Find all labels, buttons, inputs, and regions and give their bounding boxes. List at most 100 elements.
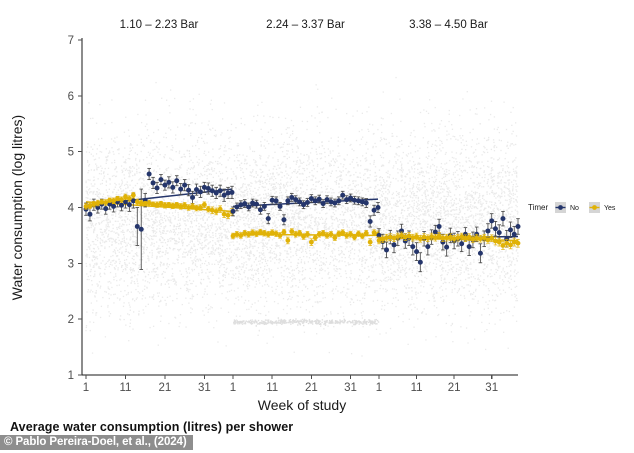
raw-observation-point — [312, 175, 315, 177]
raw-observation-point — [230, 241, 232, 243]
raw-observation-point — [207, 227, 209, 230]
raw-observation-point — [144, 297, 147, 299]
raw-observation-point — [221, 263, 223, 265]
raw-observation-point — [364, 261, 367, 264]
raw-observation-point — [301, 184, 304, 186]
raw-observation-point — [116, 232, 118, 234]
raw-observation-point — [125, 245, 127, 248]
raw-observation-point — [314, 217, 316, 220]
raw-observation-point — [127, 186, 129, 188]
raw-observation-point — [286, 256, 288, 258]
raw-observation-point — [141, 290, 144, 292]
raw-observation-point — [158, 213, 161, 215]
raw-observation-point — [140, 150, 142, 153]
raw-observation-point — [94, 158, 97, 160]
raw-observation-point — [93, 275, 95, 278]
raw-observation-point — [364, 216, 367, 218]
raw-observation-point — [295, 172, 298, 174]
raw-observation-point — [285, 225, 287, 228]
raw-observation-point — [302, 173, 304, 175]
raw-observation-point — [293, 277, 295, 280]
raw-observation-point — [335, 233, 337, 235]
raw-observation-point — [119, 319, 122, 321]
raw-observation-point — [322, 292, 324, 294]
raw-observation-point — [211, 307, 213, 309]
raw-observation-point — [139, 196, 141, 198]
raw-observation-point — [343, 159, 346, 161]
raw-observation-point — [132, 225, 134, 227]
raw-observation-point — [374, 226, 376, 228]
raw-observation-point — [197, 240, 199, 242]
raw-observation-point — [281, 207, 283, 209]
raw-observation-point — [222, 202, 224, 204]
raw-observation-point — [286, 209, 289, 211]
raw-observation-point — [286, 205, 288, 207]
raw-observation-point — [205, 198, 207, 200]
raw-observation-point — [171, 237, 173, 240]
raw-observation-point — [224, 203, 227, 205]
raw-observation-point — [309, 162, 311, 164]
raw-observation-point — [340, 171, 343, 173]
raw-observation-point — [308, 225, 311, 227]
raw-observation-point — [117, 267, 119, 269]
raw-observation-point — [170, 158, 172, 160]
raw-observation-point — [198, 222, 200, 225]
raw-observation-point — [185, 268, 187, 270]
raw-observation-point — [206, 190, 208, 192]
raw-observation-point — [351, 223, 353, 225]
raw-observation-point — [337, 290, 339, 292]
raw-observation-point — [233, 303, 236, 305]
raw-observation-point — [124, 216, 126, 218]
raw-observation-point — [126, 230, 128, 232]
raw-observation-point — [123, 237, 125, 240]
raw-observation-point — [217, 175, 220, 177]
raw-observation-point — [104, 247, 106, 250]
raw-observation-point — [329, 244, 331, 246]
raw-observation-point — [330, 172, 332, 174]
raw-observation-point — [200, 133, 202, 136]
raw-observation-point — [294, 241, 296, 243]
raw-observation-point — [323, 239, 326, 241]
raw-observation-point — [244, 160, 246, 162]
raw-observation-point — [248, 188, 251, 190]
raw-observation-point — [204, 222, 206, 225]
raw-observation-point — [248, 239, 251, 241]
raw-observation-point — [167, 258, 169, 260]
raw-observation-point — [313, 197, 316, 199]
raw-observation-point — [289, 184, 291, 187]
raw-observation-point — [291, 183, 293, 186]
raw-observation-point — [280, 238, 282, 240]
raw-observation-point — [200, 172, 202, 175]
raw-observation-point — [331, 241, 334, 243]
raw-observation-point — [115, 260, 117, 262]
raw-observation-point — [97, 217, 100, 219]
raw-observation-point — [229, 136, 231, 138]
raw-observation-point — [196, 212, 198, 214]
raw-observation-point — [273, 187, 275, 189]
raw-observation-point — [203, 240, 206, 242]
raw-observation-point — [105, 262, 107, 264]
raw-observation-point — [275, 245, 278, 248]
raw-observation-point — [215, 320, 218, 322]
raw-observation-point — [188, 179, 190, 181]
raw-observation-point — [273, 165, 275, 168]
raw-observation-point — [85, 253, 88, 255]
raw-observation-point — [238, 216, 241, 218]
raw-observation-point — [222, 222, 224, 224]
raw-observation-point — [168, 263, 171, 266]
raw-observation-point — [118, 284, 120, 286]
raw-observation-point — [332, 227, 334, 229]
raw-observation-point — [136, 278, 138, 280]
raw-observation-point — [133, 210, 135, 213]
raw-observation-point — [91, 260, 94, 262]
raw-observation-point — [122, 230, 124, 232]
raw-observation-point — [208, 321, 210, 323]
raw-observation-point — [202, 233, 204, 235]
raw-observation-point — [174, 242, 176, 245]
raw-observation-point — [342, 253, 345, 255]
raw-observation-point — [375, 328, 378, 330]
raw-observation-point — [308, 226, 311, 228]
raw-observation-point — [258, 223, 260, 225]
raw-observation-point — [370, 228, 373, 231]
raw-observation-point — [219, 286, 221, 288]
